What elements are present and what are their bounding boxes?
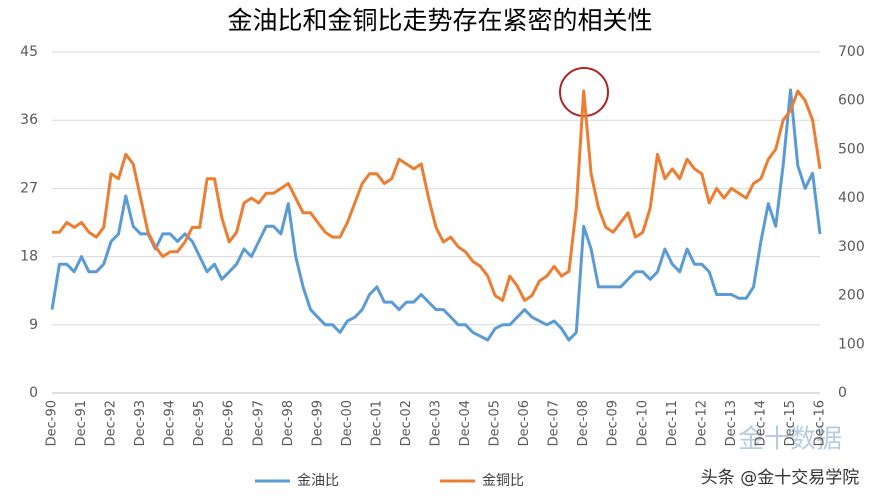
highlight-circle	[559, 67, 609, 117]
x-tick-label: Dec-90	[45, 400, 60, 446]
x-tick-label: Dec-15	[783, 400, 798, 446]
x-tick-label: Dec-99	[310, 400, 325, 446]
y2-tick-label: 500	[838, 141, 865, 157]
x-tick-label: Dec-03	[429, 400, 444, 446]
y2-tick-label: 700	[838, 44, 865, 60]
x-tick-label: Dec-09	[606, 400, 621, 446]
y2-tick-label: 400	[838, 190, 865, 206]
x-tick-label: Dec-96	[222, 400, 237, 446]
x-tick-label: Dec-04	[458, 400, 473, 446]
legend-label: 金铜比	[482, 473, 524, 489]
x-tick-label: Dec-95	[192, 400, 207, 446]
y-tick-label: 9	[29, 317, 38, 333]
y-tick-label: 18	[20, 249, 38, 265]
watermark: 金十数据	[738, 425, 842, 455]
y2-tick-label: 600	[838, 93, 865, 109]
y-tick-label: 0	[29, 385, 38, 401]
x-tick-label: Dec-98	[281, 400, 296, 446]
x-tick-label: Dec-10	[635, 400, 650, 446]
x-tick-label: Dec-13	[724, 400, 739, 446]
x-tick-label: Dec-12	[694, 400, 709, 446]
x-tick-label: Dec-97	[251, 400, 266, 446]
x-tick-label: Dec-94	[163, 400, 178, 446]
x-tick-label: Dec-01	[369, 400, 384, 446]
x-tick-label: Dec-06	[517, 400, 532, 446]
x-tick-label: Dec-92	[104, 400, 119, 446]
y2-tick-label: 100	[838, 336, 865, 352]
x-tick-label: Dec-00	[340, 400, 355, 446]
watermark: 头条 @金十交易学院	[701, 468, 859, 488]
x-tick-label: Dec-91	[74, 400, 89, 446]
y2-tick-label: 0	[838, 385, 847, 401]
x-tick-label: Dec-07	[547, 400, 562, 446]
series-line	[50, 88, 822, 342]
y-tick-label: 27	[20, 180, 38, 196]
x-tick-label: Dec-11	[665, 400, 680, 446]
y2-tick-label: 300	[838, 239, 865, 255]
y-tick-label: 36	[20, 112, 38, 128]
x-tick-label: Dec-02	[399, 400, 414, 446]
chart-title: 金油比和金铜比走势存在紧密的相关性	[227, 6, 652, 35]
x-tick-label: Dec-05	[488, 400, 503, 446]
x-tick-label: Dec-93	[133, 400, 148, 446]
y-tick-label: 45	[20, 44, 38, 60]
legend-label: 金油比	[297, 473, 339, 489]
series-line	[52, 89, 822, 302]
x-tick-label: Dec-14	[753, 400, 768, 446]
y2-tick-label: 200	[838, 288, 865, 304]
x-tick-label: Dec-16	[813, 400, 828, 446]
x-tick-label: Dec-08	[576, 400, 591, 446]
